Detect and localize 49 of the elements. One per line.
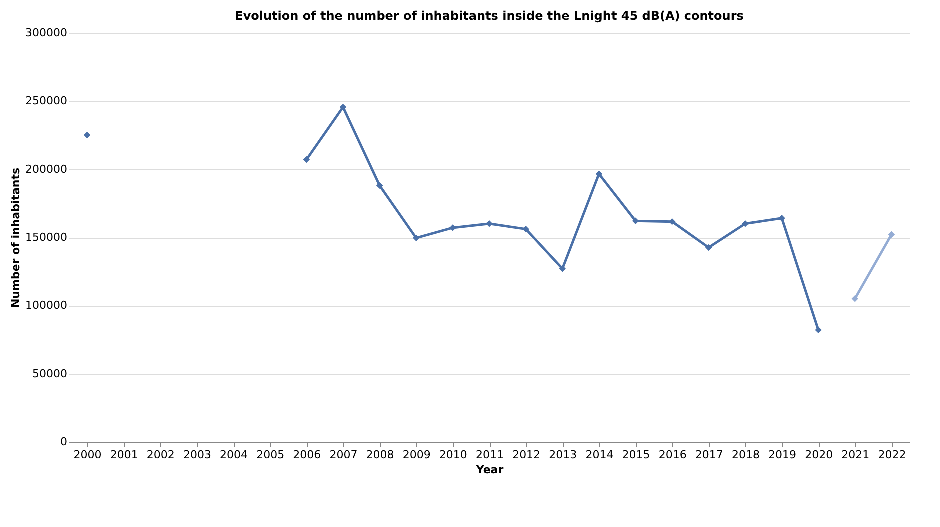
point: [486, 220, 493, 228]
x-tick-label: 2000: [74, 448, 102, 462]
point: [450, 224, 456, 232]
x-tick-label: 2012: [512, 448, 541, 462]
point: [706, 244, 712, 252]
x-tick-label: 2008: [366, 448, 394, 462]
x-tick-label: 2001: [110, 448, 138, 462]
y-tick-label: 200000: [26, 162, 68, 176]
point: [413, 234, 420, 242]
y-tick-label: 150000: [26, 231, 68, 244]
y-tick-label: 0: [60, 436, 68, 448]
x-tick-label: 2009: [402, 448, 431, 462]
x-tick-label: 2020: [805, 448, 834, 462]
x-tick-label: 2005: [256, 448, 285, 462]
point: [84, 132, 91, 139]
x-axis-title: Year: [475, 464, 504, 476]
point: [888, 231, 896, 238]
point: [778, 215, 786, 222]
point: [303, 156, 310, 164]
point: [559, 266, 566, 272]
point: [596, 170, 603, 178]
x-tick-label: 2006: [293, 448, 322, 462]
point: [742, 220, 749, 228]
x-tick-label: 2011: [476, 448, 504, 462]
x-tick-label: 2013: [549, 448, 578, 462]
chart-title: Evolution of the number of inhabitants inside the Lnight 45 dB(A) contours: [235, 9, 744, 23]
point: [376, 182, 384, 190]
point: [852, 295, 859, 302]
x-tick-label: 2015: [622, 448, 650, 462]
x-tick-label: 2016: [658, 448, 687, 462]
point: [522, 226, 530, 233]
x-tick-label: 2010: [439, 448, 468, 462]
x-tick-label: 2017: [695, 448, 724, 462]
y-tick-label: 50000: [32, 367, 68, 380]
x-tick-label: 2007: [330, 448, 358, 462]
y-tick-label: 300000: [26, 26, 68, 40]
x-tick-label: 2014: [586, 448, 614, 462]
x-tick-label: 2021: [842, 448, 870, 462]
x-tick-label: 2022: [878, 448, 906, 462]
x-tick-label: 2019: [768, 448, 797, 462]
point: [815, 326, 822, 334]
x-tick-label: 2018: [732, 448, 760, 462]
y-tick-label: 100000: [26, 299, 68, 312]
y-tick-label: 250000: [26, 94, 68, 108]
point: [340, 104, 347, 111]
x-tick-label: 2002: [146, 448, 175, 462]
x-tick-label: 2003: [183, 448, 212, 462]
x-tick-label: 2004: [220, 448, 248, 462]
y-axis-title: Number of inhabitants: [10, 168, 23, 308]
